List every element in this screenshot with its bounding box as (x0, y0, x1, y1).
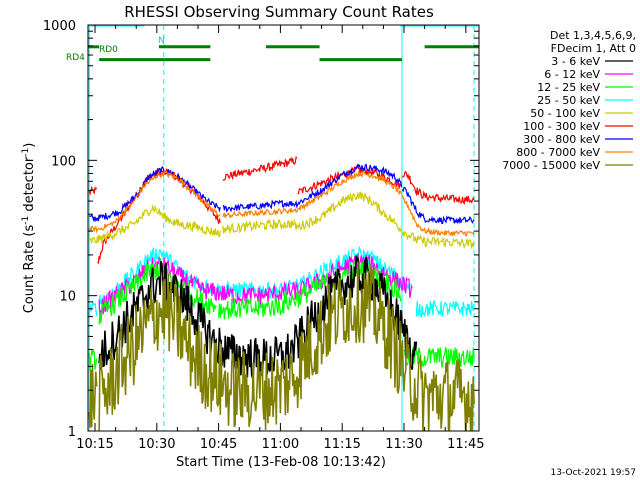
x-tick-label: 10:45 (200, 437, 237, 452)
curve-25-50-keV-seg-2 (415, 300, 475, 319)
curve-25-50-keV-seg-0 (88, 300, 98, 317)
footer-timestamp: 13-Oct-2021 19:57 (551, 468, 636, 478)
y-axis-label-post: ) (22, 143, 37, 148)
curve-800-7000-keV-seg-1 (222, 170, 403, 219)
y-tick-label: 1000 (43, 19, 76, 34)
plot-frame (87, 24, 480, 432)
y-tick-label: 100 (51, 154, 76, 169)
curve-50-100-keV-seg-0 (89, 204, 221, 244)
annotation-rd4: RD4 (66, 53, 85, 63)
legend-label: 6 - 12 keV (544, 68, 600, 81)
curve-300-800-keV-seg-1 (222, 163, 403, 213)
y-axis-label-sup1: -1 (21, 216, 31, 225)
legend-label: 3 - 6 keV (551, 55, 600, 68)
legend-label: 25 - 50 keV (537, 94, 600, 107)
legend-label: 300 - 800 keV (523, 133, 600, 146)
legend-label: 800 - 7000 keV (516, 146, 600, 159)
curve-100-300-keV-seg-3 (297, 164, 403, 195)
curve-50-100-keV-seg-2 (401, 230, 475, 249)
x-tick-label: 11:45 (447, 437, 484, 452)
chart-title: RHESSI Observing Summary Count Rates (124, 3, 434, 21)
y-axis-label-sup2: -1 (21, 148, 31, 157)
y-axis-label-pre: Count Rate (s (22, 225, 37, 314)
curve-800-7000-keV-seg-2 (401, 194, 475, 237)
curve-300-800-keV-seg-0 (88, 166, 221, 222)
y-axis-label-mid: detector (22, 156, 37, 216)
curve-12-25-keV-seg-1 (98, 258, 217, 325)
curve-100-300-keV-seg-4 (401, 170, 475, 206)
annotation-n: N (158, 36, 165, 46)
y-tick-label: 10 (59, 290, 76, 305)
x-tick-label: 11:15 (323, 437, 360, 452)
curve-100-300-keV-seg-1 (97, 167, 221, 264)
curve-12-25-keV-seg-0 (88, 348, 98, 371)
x-axis-ticks: 10:15 10:30 10:45 11:00 11:15 11:30 11:45 (76, 25, 485, 452)
legend-header-line-1: Det 1,3,4,5,6,9, (550, 29, 636, 42)
curve-50-100-keV-seg-1 (222, 191, 402, 234)
x-tick-label: 11:30 (385, 437, 422, 452)
x-axis-label: Start Time (13-Feb-08 10:13:42) (176, 455, 386, 470)
curve-6-12-keV-seg-0 (98, 253, 413, 318)
x-tick-label: 11:00 (262, 437, 299, 452)
legend-label: 12 - 25 keV (537, 81, 600, 94)
annotation-rd0: RD0 (99, 45, 118, 55)
curve-100-300-keV-seg-2 (222, 156, 298, 182)
legend: Det 1,3,4,5,6,9, FDecim 1, Att 0 3 - 6 k… (502, 29, 636, 172)
x-tick-label: 10:15 (76, 437, 113, 452)
curve-3-6-keV-seg-0 (98, 255, 418, 380)
y-axis-ticks: 1 10 100 1000 (43, 19, 479, 440)
legend-header-line-2: FDecim 1, Att 0 (551, 42, 636, 55)
curve-800-7000-keV-seg-0 (88, 170, 221, 234)
curve-12-25-keV-seg-2 (218, 258, 402, 320)
curve-25-50-keV-seg-1 (98, 245, 413, 310)
curve-7000-15000-keV-seg-0 (88, 363, 98, 428)
curve-7000-15000-keV-seg-1 (98, 261, 475, 431)
curve-300-800-keV-seg-2 (401, 186, 475, 225)
legend-label: 50 - 100 keV (530, 107, 600, 120)
legend-label: 100 - 300 keV (523, 120, 600, 133)
status-bars (88, 25, 479, 62)
legend-label: 7000 - 15000 keV (502, 159, 600, 172)
y-axis-label: Count Rate (s-1 detector-1) (21, 143, 37, 314)
count-rate-curves (88, 156, 475, 431)
x-tick-label: 10:30 (138, 437, 175, 452)
y-tick-label: 1 (68, 425, 76, 440)
